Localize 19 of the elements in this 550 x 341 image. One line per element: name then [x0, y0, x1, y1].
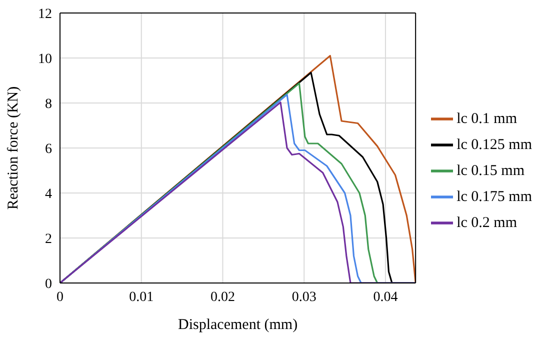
- x-tick-label: 0.04: [373, 290, 398, 305]
- y-tick-label: 0: [45, 276, 52, 292]
- y-axis-title: Reaction force (KN): [5, 86, 22, 210]
- x-tick-label: 0.01: [129, 290, 154, 305]
- x-axis-title: Displacement (mm): [178, 317, 298, 333]
- legend-label: lc 0.175 mm: [456, 188, 532, 204]
- legend-label: lc 0.125 mm: [456, 136, 532, 152]
- x-tick-label: 0.03: [292, 290, 316, 305]
- x-tick-label: 0: [56, 290, 64, 305]
- legend-label: lc 0.15 mm: [456, 162, 524, 178]
- y-tick-label: 10: [38, 52, 52, 67]
- y-tick-label: 12: [38, 6, 52, 22]
- x-tick-label: 0.02: [210, 290, 235, 305]
- y-tick-label: 4: [45, 186, 52, 202]
- legend-label: lc 0.1 mm: [456, 110, 517, 126]
- y-tick-label: 6: [45, 142, 52, 157]
- y-tick-label: 2: [45, 232, 52, 247]
- y-tick-label: 8: [45, 96, 52, 112]
- legend-label: lc 0.2 mm: [456, 214, 517, 230]
